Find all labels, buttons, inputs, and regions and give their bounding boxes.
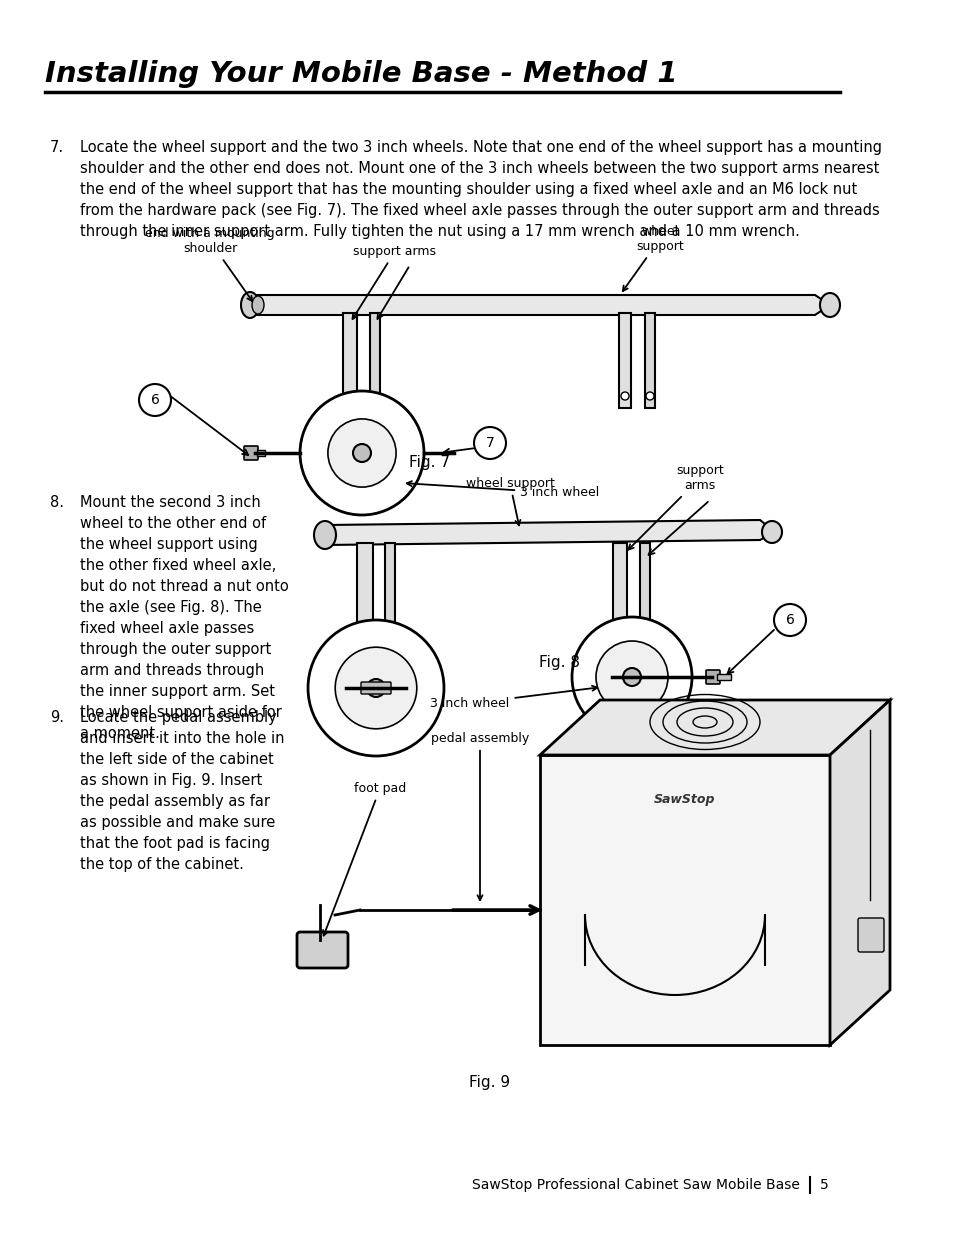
FancyBboxPatch shape (370, 312, 379, 410)
FancyBboxPatch shape (244, 446, 257, 459)
Ellipse shape (761, 521, 781, 543)
Text: 6: 6 (784, 613, 794, 627)
Circle shape (328, 419, 395, 487)
Circle shape (299, 391, 423, 515)
Circle shape (572, 618, 691, 737)
Text: Installing Your Mobile Base - Method 1: Installing Your Mobile Base - Method 1 (45, 61, 677, 88)
Circle shape (139, 384, 171, 416)
Circle shape (645, 391, 654, 400)
Text: end with a mounting
shoulder: end with a mounting shoulder (145, 227, 274, 301)
Text: Fig. 8: Fig. 8 (539, 655, 579, 671)
Ellipse shape (820, 293, 840, 317)
FancyBboxPatch shape (385, 543, 395, 645)
Circle shape (596, 641, 667, 713)
Circle shape (620, 391, 628, 400)
Text: foot pad: foot pad (323, 782, 406, 936)
Text: 3 inch wheel: 3 inch wheel (430, 685, 597, 710)
Text: 8.: 8. (50, 495, 64, 510)
Text: Locate the wheel support and the two 3 inch wheels. Note that one end of the whe: Locate the wheel support and the two 3 i… (80, 140, 882, 240)
FancyBboxPatch shape (539, 755, 829, 1045)
Polygon shape (829, 700, 889, 1045)
FancyBboxPatch shape (343, 312, 356, 420)
Circle shape (335, 647, 416, 729)
Circle shape (474, 427, 505, 459)
FancyBboxPatch shape (613, 543, 626, 645)
FancyBboxPatch shape (644, 312, 655, 408)
Polygon shape (325, 520, 774, 545)
Text: Fig. 7: Fig. 7 (409, 454, 450, 471)
Text: 7: 7 (485, 436, 494, 450)
Text: SawStop Professional Cabinet Saw Mobile Base: SawStop Professional Cabinet Saw Mobile … (472, 1178, 800, 1192)
Circle shape (622, 668, 640, 685)
Text: SawStop: SawStop (654, 794, 715, 806)
Text: pedal assembly: pedal assembly (431, 732, 529, 900)
Circle shape (308, 620, 443, 756)
Text: support arms: support arms (353, 245, 436, 319)
FancyBboxPatch shape (705, 671, 720, 684)
Polygon shape (250, 295, 829, 315)
Ellipse shape (314, 521, 335, 550)
Text: 9.: 9. (50, 710, 64, 725)
FancyBboxPatch shape (717, 674, 730, 680)
Text: 3 inch wheel: 3 inch wheel (406, 482, 598, 499)
Ellipse shape (252, 296, 264, 314)
FancyBboxPatch shape (857, 918, 883, 952)
Circle shape (773, 604, 805, 636)
Circle shape (367, 679, 385, 697)
Text: wheel support: wheel support (465, 477, 554, 525)
Text: 7.: 7. (50, 140, 64, 156)
Ellipse shape (241, 291, 258, 317)
Text: Locate the pedal assembly
and insert it into the hole in
the left side of the ca: Locate the pedal assembly and insert it … (80, 710, 284, 872)
FancyBboxPatch shape (356, 543, 373, 655)
FancyBboxPatch shape (296, 932, 348, 968)
Text: wheel
support: wheel support (622, 225, 683, 291)
FancyBboxPatch shape (256, 450, 265, 456)
Text: Mount the second 3 inch
wheel to the other end of
the wheel support using
the ot: Mount the second 3 inch wheel to the oth… (80, 495, 289, 741)
Text: 6: 6 (151, 393, 159, 408)
FancyBboxPatch shape (360, 682, 391, 694)
FancyBboxPatch shape (618, 312, 630, 408)
Circle shape (353, 445, 371, 462)
Text: 5: 5 (820, 1178, 828, 1192)
Text: Fig. 9: Fig. 9 (469, 1074, 510, 1091)
FancyBboxPatch shape (639, 543, 649, 635)
Polygon shape (539, 700, 889, 755)
Text: support
arms: support arms (628, 464, 723, 550)
